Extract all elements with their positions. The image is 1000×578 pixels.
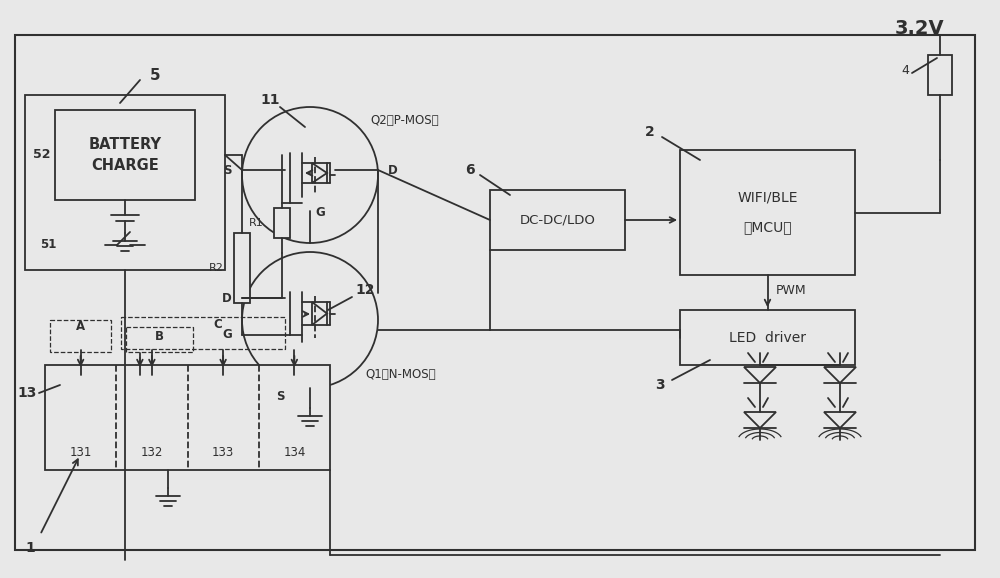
Text: LED  driver: LED driver <box>729 331 806 344</box>
Text: PWM: PWM <box>776 283 806 297</box>
Text: WIFI/BLE: WIFI/BLE <box>737 191 798 205</box>
Text: 6: 6 <box>465 163 475 177</box>
Text: B: B <box>155 331 164 343</box>
Bar <box>126 327 192 352</box>
Text: 12: 12 <box>355 283 375 297</box>
Text: 52: 52 <box>33 149 50 161</box>
Text: R2: R2 <box>209 263 224 273</box>
Text: 11: 11 <box>260 93 280 107</box>
Text: S: S <box>276 390 285 402</box>
Bar <box>45 365 330 470</box>
Text: 13: 13 <box>17 386 37 400</box>
Text: 3.2V: 3.2V <box>895 18 945 38</box>
Bar <box>490 190 625 250</box>
Text: 131: 131 <box>69 446 92 458</box>
Text: C: C <box>213 318 222 332</box>
Text: Q1（N-MOS）: Q1（N-MOS） <box>365 369 436 381</box>
Bar <box>680 150 855 275</box>
Text: D: D <box>388 164 398 176</box>
Text: 133: 133 <box>212 446 234 458</box>
Bar <box>55 110 195 200</box>
Text: 134: 134 <box>283 446 306 458</box>
Text: G: G <box>222 328 232 342</box>
Text: 4: 4 <box>901 64 909 76</box>
Text: BATTERY: BATTERY <box>88 137 162 151</box>
Text: R1: R1 <box>249 218 264 228</box>
Text: 132: 132 <box>141 446 163 458</box>
Text: CHARGE: CHARGE <box>91 158 159 173</box>
Bar <box>680 310 855 365</box>
Text: 2: 2 <box>645 125 655 139</box>
Text: DC-DC/LDO: DC-DC/LDO <box>520 213 595 227</box>
Text: G: G <box>315 206 325 220</box>
Text: D: D <box>222 291 232 305</box>
Text: A: A <box>76 320 85 334</box>
Text: （MCU）: （MCU） <box>743 220 792 235</box>
Bar <box>274 208 290 238</box>
Text: 3: 3 <box>655 378 665 392</box>
Bar <box>25 95 225 270</box>
Bar <box>234 233 250 303</box>
Bar <box>15 35 975 550</box>
Bar <box>50 320 111 352</box>
Text: 1: 1 <box>25 541 35 555</box>
Text: Q2（P-MOS）: Q2（P-MOS） <box>370 113 439 127</box>
Text: 51: 51 <box>40 239 56 251</box>
Text: 5: 5 <box>150 68 160 83</box>
Bar <box>121 317 285 349</box>
Text: S: S <box>224 164 232 176</box>
Bar <box>928 55 952 95</box>
